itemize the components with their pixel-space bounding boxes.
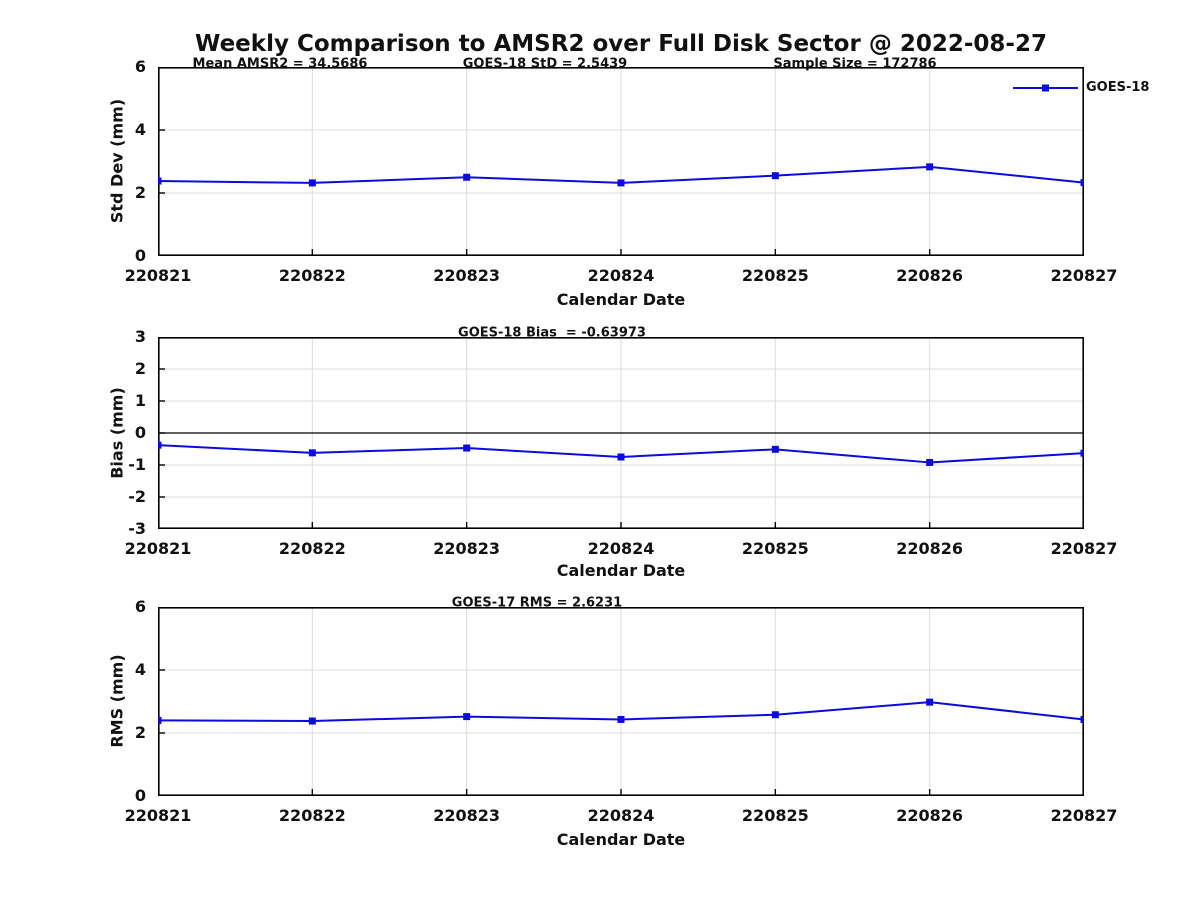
y-tick-label: 4 (134, 120, 146, 139)
x-tick-label: 220824 (587, 539, 655, 558)
x-tick-label: 220821 (124, 266, 192, 285)
stddev-x-axis-label: Calendar Date (556, 290, 686, 309)
data-point-marker (771, 711, 779, 719)
x-tick-label: 220827 (1050, 539, 1118, 558)
data-point-marker (1080, 449, 1084, 457)
data-point-marker (463, 713, 471, 721)
x-tick-label: 220822 (278, 539, 346, 558)
y-tick-label: -2 (128, 487, 146, 506)
data-point-marker (158, 441, 162, 449)
x-tick-label: 220823 (433, 266, 501, 285)
y-tick-label: 2 (134, 359, 146, 378)
data-point-marker (463, 444, 471, 452)
x-tick-label: 220823 (433, 539, 501, 558)
data-point-marker (308, 449, 316, 457)
x-tick-label: 220827 (1050, 806, 1118, 825)
stddev-plot-area (158, 67, 1084, 256)
legend-square-marker-icon (1042, 84, 1049, 92)
bias-plot-area (158, 337, 1084, 529)
x-tick-label: 220821 (124, 806, 192, 825)
axis-box (158, 337, 1084, 529)
stddev-y-axis-label: Std Dev (mm) (107, 98, 127, 224)
y-tick-label: 0 (134, 423, 146, 442)
data-point-marker (926, 458, 934, 466)
x-tick-label: 220822 (278, 266, 346, 285)
y-tick-label: 6 (134, 597, 146, 616)
annotation-sample-size: Sample Size = 172786 (773, 56, 937, 72)
data-point-marker (463, 173, 471, 181)
y-tick-label: 3 (134, 327, 146, 346)
figure-title: Weekly Comparison to AMSR2 over Full Dis… (195, 31, 1047, 57)
y-tick-label: 2 (134, 723, 146, 742)
data-point-marker (1080, 715, 1084, 723)
y-tick-label: 6 (134, 57, 146, 76)
axis-box (158, 67, 1084, 256)
data-point-marker (1080, 179, 1084, 187)
data-point-marker (926, 698, 934, 706)
y-tick-label: -3 (128, 519, 146, 538)
x-tick-label: 220826 (896, 539, 964, 558)
y-tick-label: 2 (134, 183, 146, 202)
x-tick-label: 220825 (741, 266, 809, 285)
x-tick-label: 220825 (741, 806, 809, 825)
data-point-marker (617, 179, 625, 187)
rms-plot-area (158, 607, 1084, 796)
rms-x-axis-label: Calendar Date (556, 830, 686, 849)
annotation-goes17-rms: GOES-17 RMS = 2.6231 (451, 595, 623, 611)
x-tick-label: 220824 (587, 806, 655, 825)
x-tick-label: 220826 (896, 266, 964, 285)
x-tick-label: 220824 (587, 266, 655, 285)
data-point-marker (926, 163, 934, 171)
data-point-marker (771, 445, 779, 453)
y-tick-label: 0 (134, 246, 146, 265)
y-tick-label: 4 (134, 660, 146, 679)
data-point-marker (158, 177, 162, 185)
y-tick-label: 1 (134, 391, 146, 410)
data-point-marker (308, 717, 316, 725)
data-point-marker (617, 453, 625, 461)
annotation-goes18-std: GOES-18 StD = 2.5439 (462, 56, 628, 72)
legend-line-swatch (1013, 84, 1078, 92)
data-point-marker (158, 716, 162, 724)
annotation-goes18-bias: GOES-18 Bias = -0.63973 (458, 325, 646, 341)
data-point-marker (308, 179, 316, 187)
axis-box (158, 607, 1084, 796)
x-tick-label: 220822 (278, 806, 346, 825)
bias-x-axis-label: Calendar Date (556, 561, 686, 580)
x-tick-label: 220826 (896, 806, 964, 825)
annotation-mean-amsr2: Mean AMSR2 = 34.5686 (192, 56, 368, 72)
x-tick-label: 220823 (433, 806, 501, 825)
legend-label: GOES-18 (1086, 80, 1150, 95)
data-point-marker (617, 715, 625, 723)
x-tick-label: 220827 (1050, 266, 1118, 285)
y-tick-label: 0 (134, 786, 146, 805)
data-point-marker (771, 172, 779, 180)
y-tick-label: -1 (128, 455, 146, 474)
x-tick-label: 220825 (741, 539, 809, 558)
x-tick-label: 220821 (124, 539, 192, 558)
